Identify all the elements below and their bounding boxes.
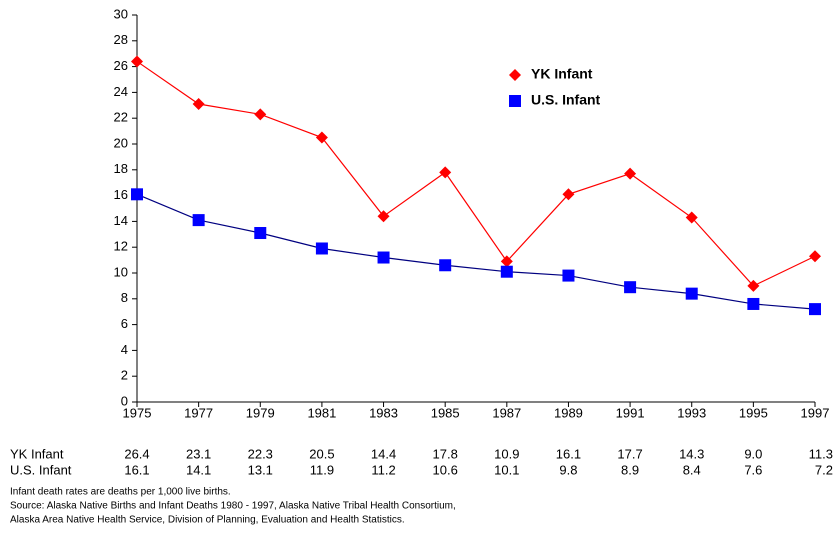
marker [624,281,637,294]
table-value: 7.2 [815,462,833,477]
table-value: 8.4 [683,462,701,477]
legend-label: YK Infant [531,66,593,82]
x-tick-label: 1985 [431,405,460,420]
table-value: 16.1 [124,462,149,477]
marker [192,98,205,111]
y-tick-label: 22 [114,110,128,125]
marker [809,303,821,316]
x-tick-label: 1979 [246,405,275,420]
marker [624,167,637,180]
marker [562,188,575,201]
table-value: 14.3 [679,446,704,461]
y-tick-label: 6 [121,316,128,331]
x-tick-label: 1981 [307,405,336,420]
x-tick-label: 1991 [616,405,645,420]
marker [377,251,390,264]
table-value: 16.1 [556,446,581,461]
table-row-label: U.S. Infant [10,462,72,477]
y-tick-label: 18 [114,161,128,176]
table-value: 11.3 [809,446,833,461]
table-value: 22.3 [248,446,273,461]
series-line [136,193,816,310]
table-value: 7.6 [744,462,762,477]
marker [192,214,205,227]
marker [500,265,513,278]
y-tick-label: 28 [114,32,128,47]
table-value: 17.8 [433,446,458,461]
marker [685,211,698,224]
series-line [136,60,816,287]
marker [254,227,267,240]
table-value: 13.1 [248,462,273,477]
table-value: 26.4 [124,446,149,461]
marker [439,259,452,272]
marker [500,255,513,268]
marker [809,250,821,263]
x-tick-label: 1989 [554,405,583,420]
y-tick-label: 24 [114,84,128,99]
note: Source: Alaska Native Births and Infant … [10,501,456,512]
x-tick-label: 1995 [739,405,768,420]
y-tick-label: 30 [114,6,128,21]
y-tick-label: 20 [114,135,128,150]
table-value: 10.9 [494,446,519,461]
marker [747,297,760,310]
table-value: 11.9 [310,462,334,477]
marker [131,55,143,68]
table-value: 9.0 [744,446,762,461]
x-tick-label: 1977 [184,405,213,420]
table-value: 14.1 [186,462,211,477]
marker [747,279,760,292]
table-value: 9.8 [559,462,577,477]
x-tick-label: 1993 [677,405,706,420]
marker [315,131,328,144]
table-value: 10.6 [433,462,458,477]
marker [254,108,267,121]
legend-label: U.S. Infant [531,92,601,108]
x-tick-label: 1997 [801,405,830,420]
x-tick-label: 1975 [123,405,152,420]
table-value: 20.5 [309,446,334,461]
x-tick-label: 1983 [369,405,398,420]
marker [315,242,328,255]
y-tick-label: 2 [121,368,128,383]
marker [509,69,521,81]
marker [685,287,698,300]
marker [439,166,452,179]
note: Infant death rates are deaths per 1,000 … [10,487,231,498]
y-tick-label: 26 [114,58,128,73]
table-value: 11.2 [371,462,395,477]
marker [562,269,575,282]
y-tick-label: 10 [114,264,128,279]
y-tick-label: 8 [121,290,128,305]
table-value: 10.1 [494,462,519,477]
table-row-label: YK Infant [10,446,64,461]
x-tick-label: 1987 [492,405,521,420]
y-tick-label: 16 [114,187,128,202]
table-value: 8.9 [621,462,639,477]
table-value: 14.4 [371,446,396,461]
marker [131,188,143,201]
table-value: 23.1 [186,446,211,461]
table-value: 17.7 [617,446,642,461]
y-tick-label: 4 [121,342,128,357]
y-tick-label: 0 [121,393,128,408]
note: Alaska Area Native Health Service, Divis… [10,515,405,526]
y-tick-label: 14 [114,213,128,228]
marker [509,95,521,107]
y-tick-label: 12 [114,239,128,254]
marker [377,210,390,223]
